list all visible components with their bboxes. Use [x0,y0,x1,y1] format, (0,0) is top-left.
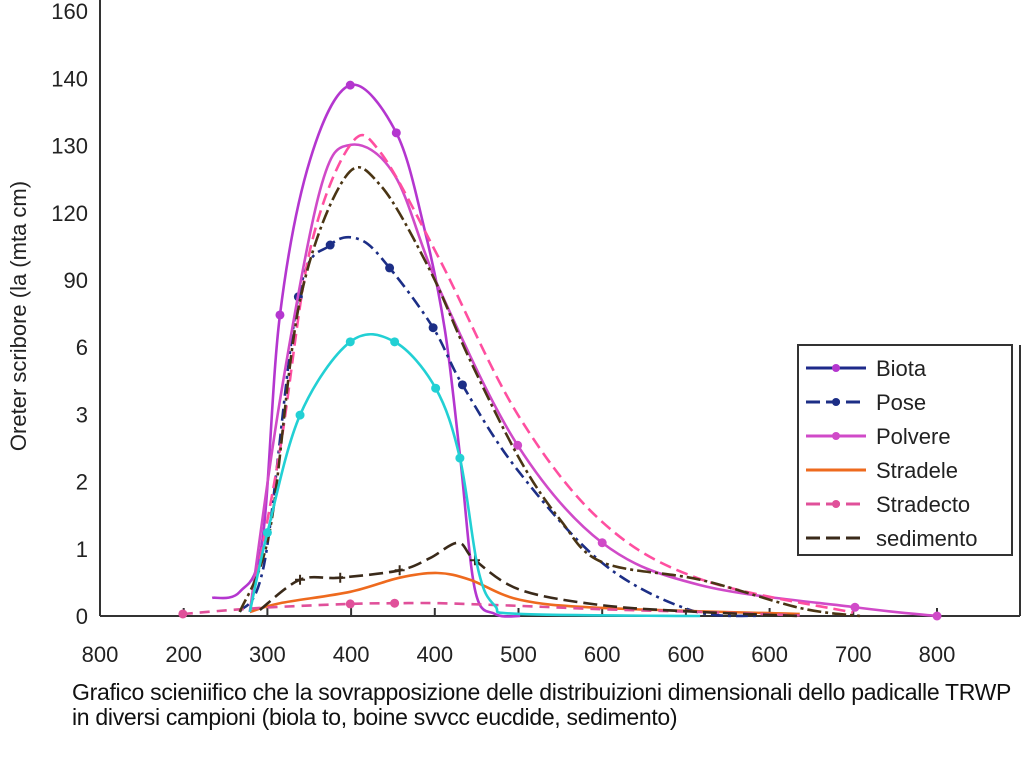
data-point-biota [275,310,285,320]
series-line-series-8 [248,333,701,618]
data-point-series-8 [262,528,272,538]
data-point-sedimento [295,574,306,585]
x-tick-label: 700 [835,642,872,667]
x-tick-label: 800 [82,642,119,667]
series-line-series-7 [238,165,861,618]
legend-label-stradele: Stradele [876,458,958,483]
x-tick-label: 600 [751,642,788,667]
y-tick-label: 6 [76,335,88,360]
data-point-polvere [597,538,607,548]
data-point-pose [457,380,467,390]
x-tick-label: 400 [333,642,370,667]
data-point-biota [345,80,355,90]
data-point-stradecto [345,599,355,609]
y-axis-label: Oreter scribore (la (mta cm) [6,181,31,451]
x-tick-label: 600 [584,642,621,667]
legend-marker-stradecto [832,500,840,508]
data-point-series-8 [295,410,305,420]
legend-label-stradecto: Stradecto [876,492,970,517]
data-point-polvere [513,440,523,450]
series-line-pose [238,235,761,618]
data-point-biota [391,128,401,138]
data-point-stradecto [178,609,188,619]
data-point-pose [385,263,395,273]
line-chart: 800 200 300 400 400 500 600 600 600 700 800 0 1 2 3 6 90… [6,0,1021,667]
x-tick-label: 400 [416,642,453,667]
series-line-stradecto [182,601,800,617]
legend-label-polvere: Polvere [876,424,951,449]
y-tick-label: 3 [76,402,88,427]
series-line-series-6 [248,133,854,614]
data-point-pose [428,323,438,333]
y-tick-label: 90 [64,268,88,293]
series-line-biota [211,83,521,618]
data-point-polvere [850,602,860,612]
x-tick-label: 800 [919,642,956,667]
series-line-sedimento [259,541,800,618]
legend-marker-pose [832,398,840,406]
y-tick-label: 130 [51,134,88,159]
x-tick-label: 200 [165,642,202,667]
y-tick-label: 1 [76,537,88,562]
data-point-series-8 [431,383,441,393]
x-tick-label: 600 [668,642,705,667]
y-tick-label: 140 [51,66,88,91]
legend-label-pose: Pose [876,390,926,415]
legend-marker-biota [832,364,840,372]
x-tick-label: 500 [500,642,537,667]
y-tick-label: 2 [76,470,88,495]
legend-label-sedimento: sedimento [876,526,978,551]
legend-box [797,344,1013,556]
data-point-pose [325,240,335,250]
series-group [178,80,942,621]
data-point-sedimento [394,565,405,576]
legend: Biota Pose Polvere Stradele Stradecto sedimen… [797,344,1013,556]
data-point-series-8 [345,337,355,347]
axes: 800 200 300 400 400 500 600 600 600 700 800 0 1 2 3 6 90… [51,0,1021,667]
legend-marker-polvere [832,432,840,440]
y-tick-label: 0 [76,604,88,629]
legend-label-biota: Biota [876,356,927,381]
figure-caption: Grafico scieniifico che la sovrapposizio… [72,679,1011,730]
data-point-series-8 [390,337,400,347]
x-tick-label: 300 [249,642,286,667]
data-point-sedimento [335,572,346,583]
y-tick-label: 160 [51,0,88,24]
data-point-stradecto [390,598,400,608]
data-point-series-8 [455,453,465,463]
y-tick-label: 120 [51,201,88,226]
data-point-polvere [932,611,942,621]
